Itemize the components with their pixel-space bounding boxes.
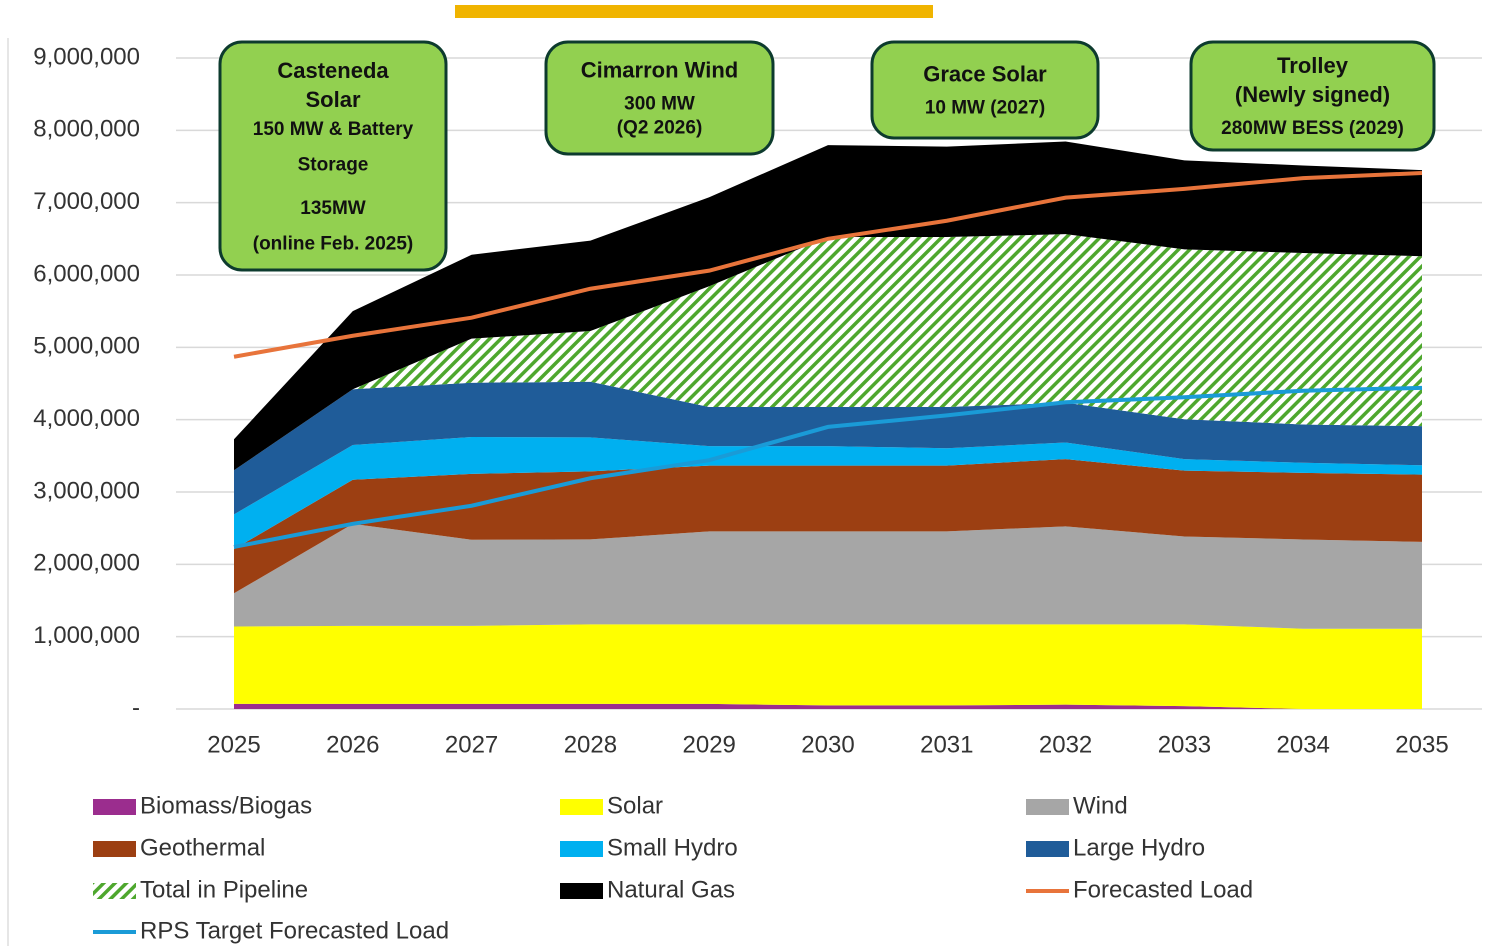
x-tick-label: 2030 [801, 731, 854, 758]
annotation-box [544, 40, 775, 156]
annotation-text: Storage [298, 155, 369, 176]
y-tick-label: 9,000,000 [33, 43, 140, 70]
y-tick-label: 1,000,000 [33, 622, 140, 649]
legend-swatch [93, 841, 136, 857]
x-tick-label: 2029 [683, 731, 736, 758]
x-tick-label: 2028 [564, 731, 617, 758]
area [234, 624, 1422, 709]
top-bar [455, 5, 933, 18]
legend-swatch [1026, 841, 1069, 857]
annotation-text: 135MW [300, 198, 366, 219]
legend-label: RPS Target Forecasted Load [140, 917, 449, 944]
legend-label: Geothermal [140, 834, 265, 861]
annotation-text: 280MW BESS (2029) [1221, 118, 1404, 139]
annotation-title: (Newly signed) [1235, 82, 1390, 107]
annotation-box [1189, 40, 1436, 152]
annotation-title: Cimarron Wind [581, 57, 738, 82]
x-tick-label: 2027 [445, 731, 498, 758]
annotation-title: Solar [305, 87, 360, 112]
x-tick-label: 2033 [1158, 731, 1211, 758]
legend-swatch [93, 799, 136, 815]
legend-label: Natural Gas [607, 876, 735, 903]
y-tick-label: - [132, 694, 140, 721]
annotation-box [218, 40, 448, 272]
area [234, 381, 1422, 515]
area [234, 437, 1422, 550]
y-tick-label: 2,000,000 [33, 550, 140, 577]
legend-swatch [93, 883, 136, 899]
legend-label: Total in Pipeline [140, 876, 308, 903]
legend-label: Biomass/Biogas [140, 792, 312, 819]
legend-label: Large Hydro [1073, 834, 1205, 861]
line [233, 385, 1423, 549]
x-tick-label: 2034 [1277, 731, 1330, 758]
x-tick-label: 2026 [326, 731, 379, 758]
legend-swatch [1026, 799, 1069, 815]
area [234, 234, 1422, 471]
annotation-title: Casteneda [277, 58, 389, 83]
annotation-text: 10 MW (2027) [925, 98, 1045, 119]
annotation-box [870, 40, 1100, 140]
area [234, 523, 1422, 629]
line [233, 171, 1423, 359]
y-tick-label: 5,000,000 [33, 333, 140, 360]
legend-label: Solar [607, 792, 663, 819]
y-tick-label: 7,000,000 [33, 188, 140, 215]
annotation-text: 300 MW [624, 94, 695, 115]
annotation-text: 150 MW & Battery [253, 119, 414, 140]
annotation-text: (Q2 2026) [617, 118, 703, 139]
annotation-text: (online Feb. 2025) [253, 234, 413, 255]
legend-swatch [560, 883, 603, 899]
area [234, 141, 1422, 471]
legend-label: Small Hydro [607, 834, 738, 861]
y-tick-label: 4,000,000 [33, 405, 140, 432]
annotation-title: Grace Solar [923, 61, 1047, 86]
annotation-title: Trolley [1277, 53, 1349, 78]
legend-swatch [560, 799, 603, 815]
legend-label: Wind [1073, 792, 1128, 819]
x-tick-label: 2025 [207, 731, 260, 758]
x-tick-label: 2032 [1039, 731, 1092, 758]
x-tick-label: 2035 [1395, 731, 1448, 758]
y-tick-label: 3,000,000 [33, 477, 140, 504]
area [234, 703, 1422, 709]
y-tick-label: 6,000,000 [33, 260, 140, 287]
legend-swatch [560, 841, 603, 857]
legend-label: Forecasted Load [1073, 876, 1253, 903]
x-tick-label: 2031 [920, 731, 973, 758]
y-tick-label: 8,000,000 [33, 116, 140, 143]
